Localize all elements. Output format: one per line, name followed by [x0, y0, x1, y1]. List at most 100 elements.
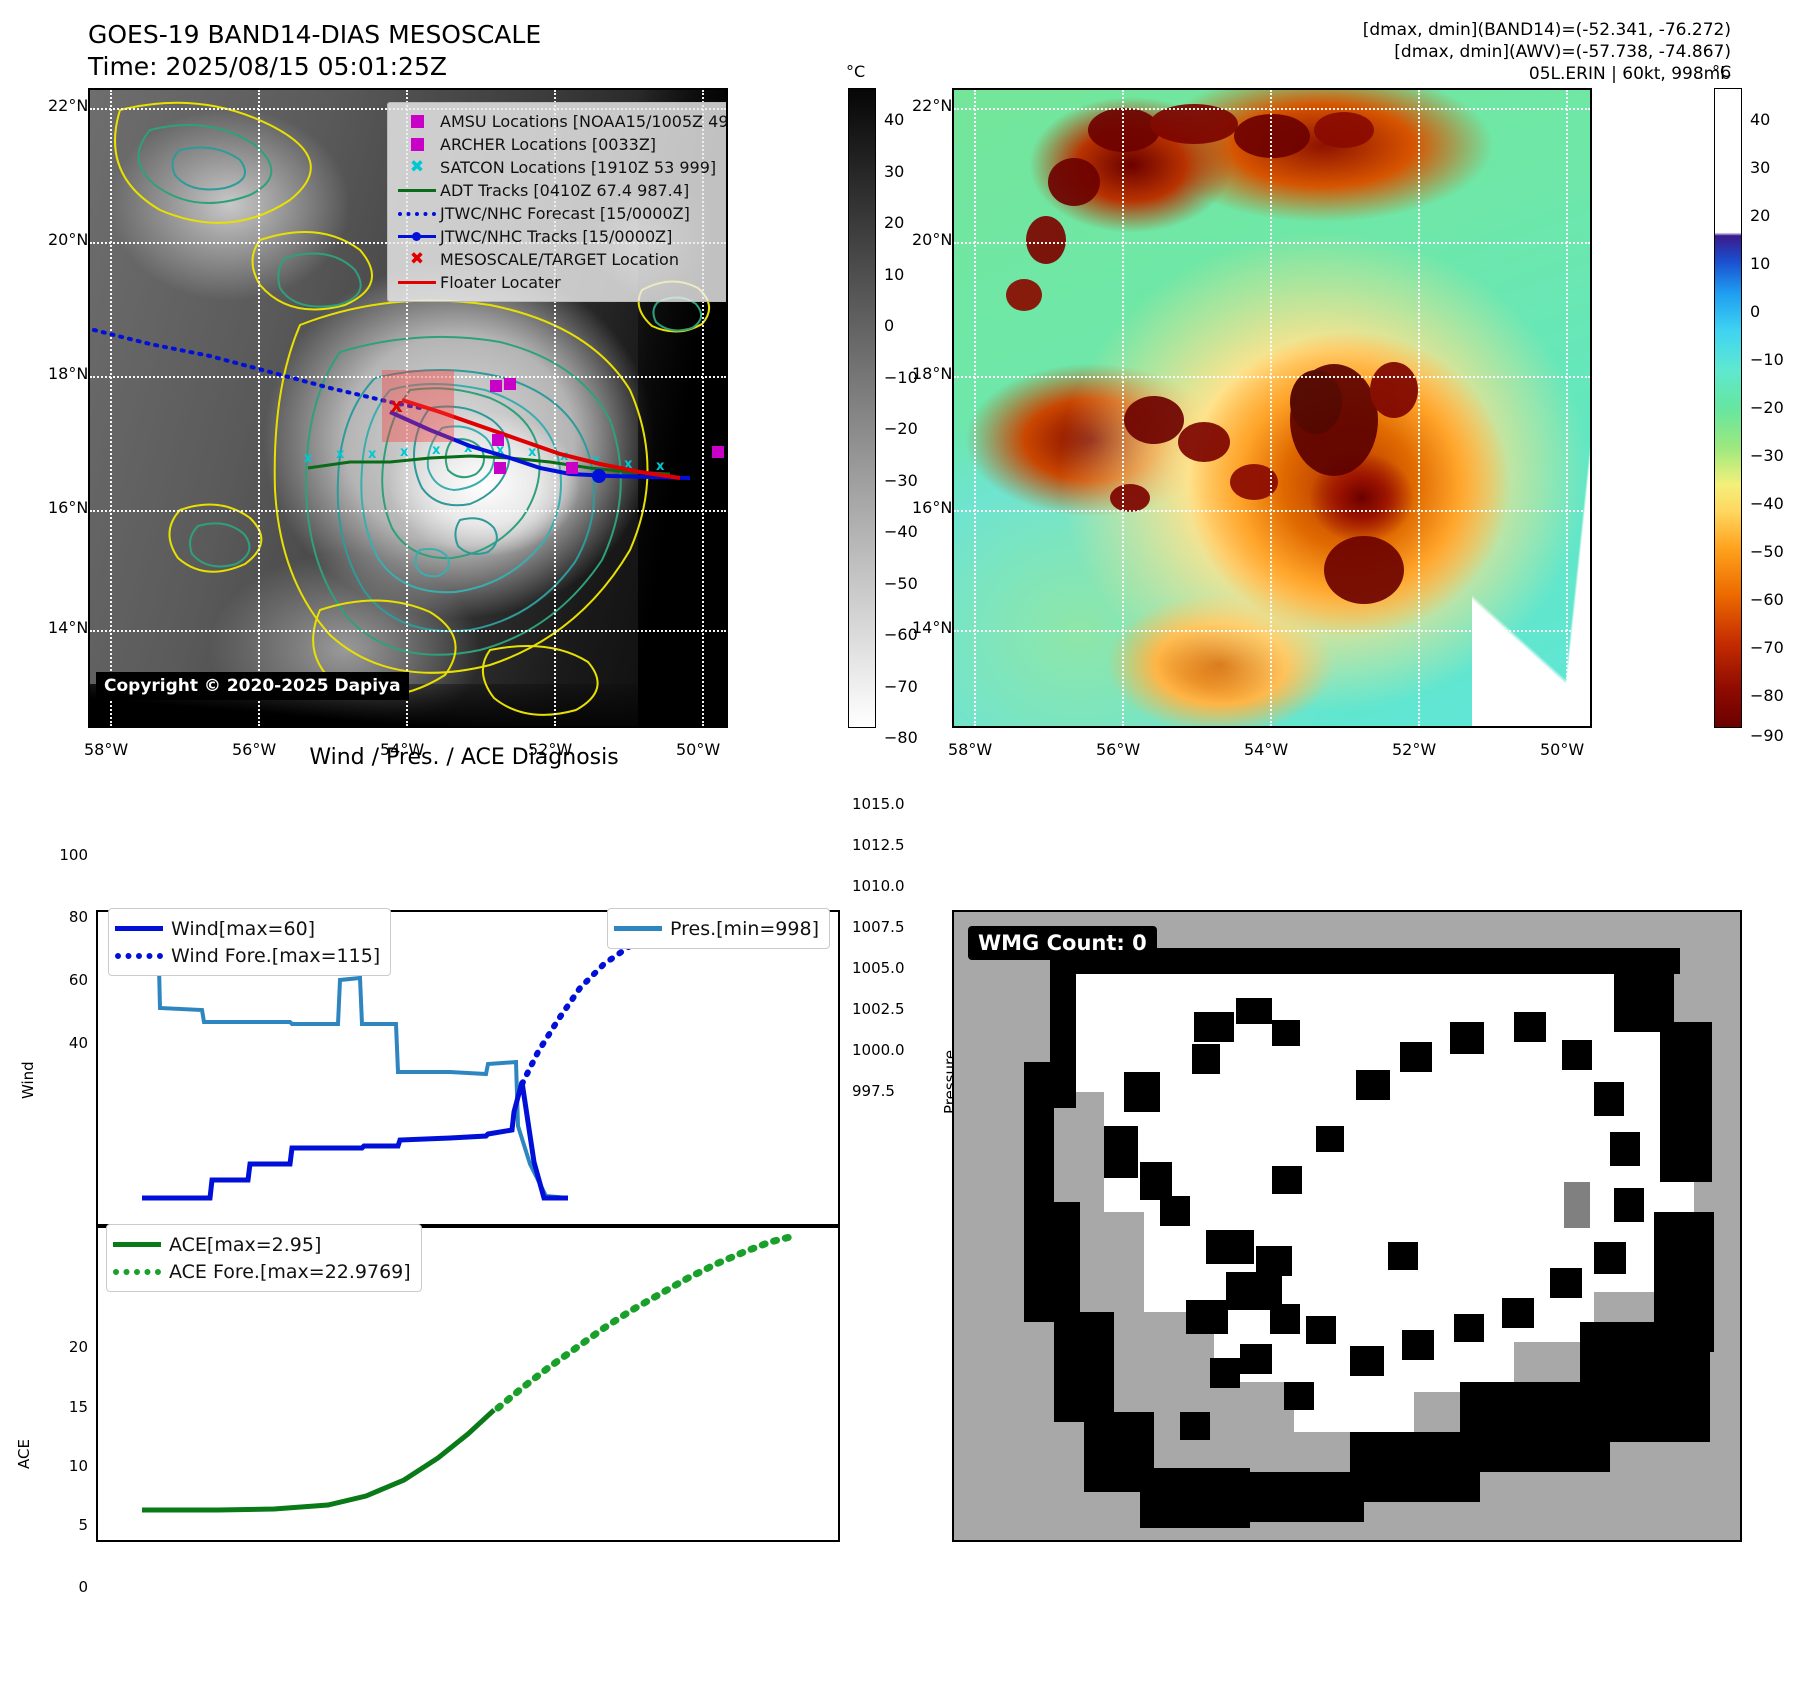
awv-lat-tick-16: 16°N	[912, 498, 953, 517]
ace-axis-label: ACE	[15, 1439, 33, 1469]
ace-legend: ACE[max=2.95] ACE Fore.[max=22.9769]	[106, 1224, 422, 1292]
ir-cb-tick-10: 10	[884, 265, 905, 284]
copyright-notice: Copyright © 2020-2025 Dapiya	[96, 672, 409, 700]
awv-cb-tick-n80: −80	[1750, 686, 1784, 705]
ir-cb-tick-30: 30	[884, 162, 905, 181]
awv-gridline-lat-22	[954, 108, 1590, 110]
wind-legend: Wind[max=60] Wind Fore.[max=115]	[108, 908, 392, 976]
legend-item-amsu: AMSU Locations [NOAA15/1005Z 49 999]	[394, 110, 726, 133]
ir-lon-tick-56: 56°W	[232, 740, 277, 759]
awv-gridline-lat-20	[954, 242, 1590, 244]
ir-lat-tick-18: 18°N	[48, 364, 89, 383]
gridline-lon-52	[554, 90, 556, 726]
ir-lon-tick-54: 54°W	[380, 740, 425, 759]
svg-text:x: x	[624, 457, 633, 472]
gridline-lat-14	[90, 630, 726, 632]
pres-ytick-9975: 997.5	[852, 1082, 895, 1100]
ir-cb-tick-n60: −60	[884, 625, 918, 644]
blue-dotted-line-icon	[115, 952, 171, 959]
legend-item-ace-forecast: ACE Fore.[max=22.9769]	[113, 1258, 411, 1285]
ir-cb-tick-n80: −80	[884, 728, 918, 747]
storm-summary: 05L.ERIN | 60kt, 998mb	[1528, 64, 1731, 84]
page-title-line1: GOES-19 BAND14-DIAS MESOSCALE	[88, 20, 542, 49]
blue-solid-line-icon	[115, 926, 171, 931]
awv-gridline-lon-54	[1270, 90, 1272, 726]
awv-gridline-lon-56	[1122, 90, 1124, 726]
pres-ytick-1005: 1005.0	[852, 959, 905, 977]
blue-line-marker-icon	[394, 232, 440, 241]
ir-cb-tick-n20: −20	[884, 419, 918, 438]
awv-colorbar-unit: °C	[1712, 62, 1732, 81]
wmg-cells	[1024, 948, 1714, 1528]
ir-cb-tick-n10: −10	[884, 368, 918, 387]
legend-item-jtwc-forecast: JTWC/NHC Forecast [15/0000Z]	[394, 202, 726, 225]
awv-cb-tick-n40: −40	[1750, 494, 1784, 513]
wmg-binary-map[interactable]: WMG Count: 0	[952, 910, 1742, 1542]
blue-dotted-line-icon	[394, 211, 440, 216]
legend-item-satcon: ✖ SATCON Locations [1910Z 53 999]	[394, 156, 726, 179]
awv-cb-tick-20: 20	[1750, 206, 1771, 225]
awv-gridline-lon-58	[974, 90, 976, 726]
ir-lat-tick-16: 16°N	[48, 498, 89, 517]
svg-text:x: x	[528, 445, 537, 460]
awv-cb-tick-n30: −30	[1750, 446, 1784, 465]
legend-item-adt-tracks: ADT Tracks [0410Z 67.4 987.4]	[394, 179, 726, 202]
pres-ytick-10025: 1002.5	[852, 1000, 905, 1018]
awv-cb-tick-30: 30	[1750, 158, 1771, 177]
green-solid-line-icon	[113, 1242, 169, 1247]
awv-cb-tick-n70: −70	[1750, 638, 1784, 657]
legend-item-wind: Wind[max=60]	[115, 915, 380, 942]
ir-lon-tick-50: 50°W	[676, 740, 721, 759]
svg-text:x: x	[432, 443, 441, 458]
awv-gridline-lon-52	[1418, 90, 1420, 726]
svg-text:x: x	[400, 445, 409, 460]
legend-item-mesoscale-target: ✖ MESOSCALE/TARGET Location	[394, 248, 726, 271]
diagnosis-title: Wind / Pres. / ACE Diagnosis	[309, 745, 619, 770]
ir-map-legend: AMSU Locations [NOAA15/1005Z 49 999] ARC…	[387, 102, 726, 302]
pres-ytick-10075: 1007.5	[852, 918, 905, 936]
ir-lon-tick-58: 58°W	[84, 740, 129, 759]
awv-lon-tick-54: 54°W	[1244, 740, 1289, 759]
wind-pressure-chart[interactable]: Wind[max=60] Wind Fore.[max=115] Pres.[m…	[96, 908, 840, 1226]
wind-ytick-100: 100	[59, 846, 88, 864]
storm-tracks-overlay: x x x x x x x x x x x x x	[92, 328, 724, 483]
ace-chart[interactable]: ACE[max=2.95] ACE Fore.[max=22.9769]	[96, 1224, 840, 1542]
awv-cb-tick-n10: −10	[1750, 350, 1784, 369]
svg-text:x: x	[464, 441, 473, 456]
pres-ytick-10125: 1012.5	[852, 836, 905, 854]
ir-lat-tick-20: 20°N	[48, 230, 89, 249]
awv-cb-tick-40: 40	[1750, 110, 1771, 129]
svg-text:x: x	[368, 447, 377, 462]
ir-colorbar-unit: °C	[846, 62, 866, 81]
awv-scan-edge-right	[1546, 90, 1590, 724]
awv-lon-tick-50: 50°W	[1540, 740, 1585, 759]
awv-gridline-lat-16	[954, 510, 1590, 512]
gridline-lon-54	[406, 90, 408, 726]
ir-cb-tick-n30: −30	[884, 471, 918, 490]
awv-cb-tick-n20: −20	[1750, 398, 1784, 417]
awv-cb-tick-n50: −50	[1750, 542, 1784, 561]
wmg-count-badge: WMG Count: 0	[968, 926, 1157, 960]
ir-satellite-map[interactable]: x x x x x x x x x x x x x	[88, 88, 728, 728]
awv-gridline-lat-18	[954, 376, 1590, 378]
gridline-lon-58	[110, 90, 112, 726]
wind-ytick-40: 40	[68, 1034, 88, 1052]
legend-item-wind-forecast: Wind Fore.[max=115]	[115, 942, 380, 969]
legend-item-ace: ACE[max=2.95]	[113, 1231, 411, 1258]
wind-ytick-60: 60	[68, 971, 88, 989]
legend-item-pressure: Pres.[min=998]	[614, 915, 819, 942]
green-dotted-line-icon	[113, 1268, 169, 1275]
wmg-flagged-cell	[1564, 1182, 1590, 1228]
magenta-square-icon	[394, 138, 440, 151]
awv-lon-tick-56: 56°W	[1096, 740, 1141, 759]
ir-cb-tick-n70: −70	[884, 677, 918, 696]
magenta-square-icon	[394, 115, 440, 128]
awv-satellite-map[interactable]	[952, 88, 1592, 728]
awv-colorbar	[1714, 88, 1742, 728]
gridline-lat-18	[90, 376, 726, 378]
legend-item-floater-locater: Floater Locater	[394, 271, 726, 294]
gridline-lon-56	[258, 90, 260, 726]
pres-ytick-1000: 1000.0	[852, 1041, 905, 1059]
stat-awv-range: [dmax, dmin](AWV)=(-57.738, -74.867)	[1394, 42, 1731, 62]
cyan-x-icon: ✖	[409, 157, 425, 177]
